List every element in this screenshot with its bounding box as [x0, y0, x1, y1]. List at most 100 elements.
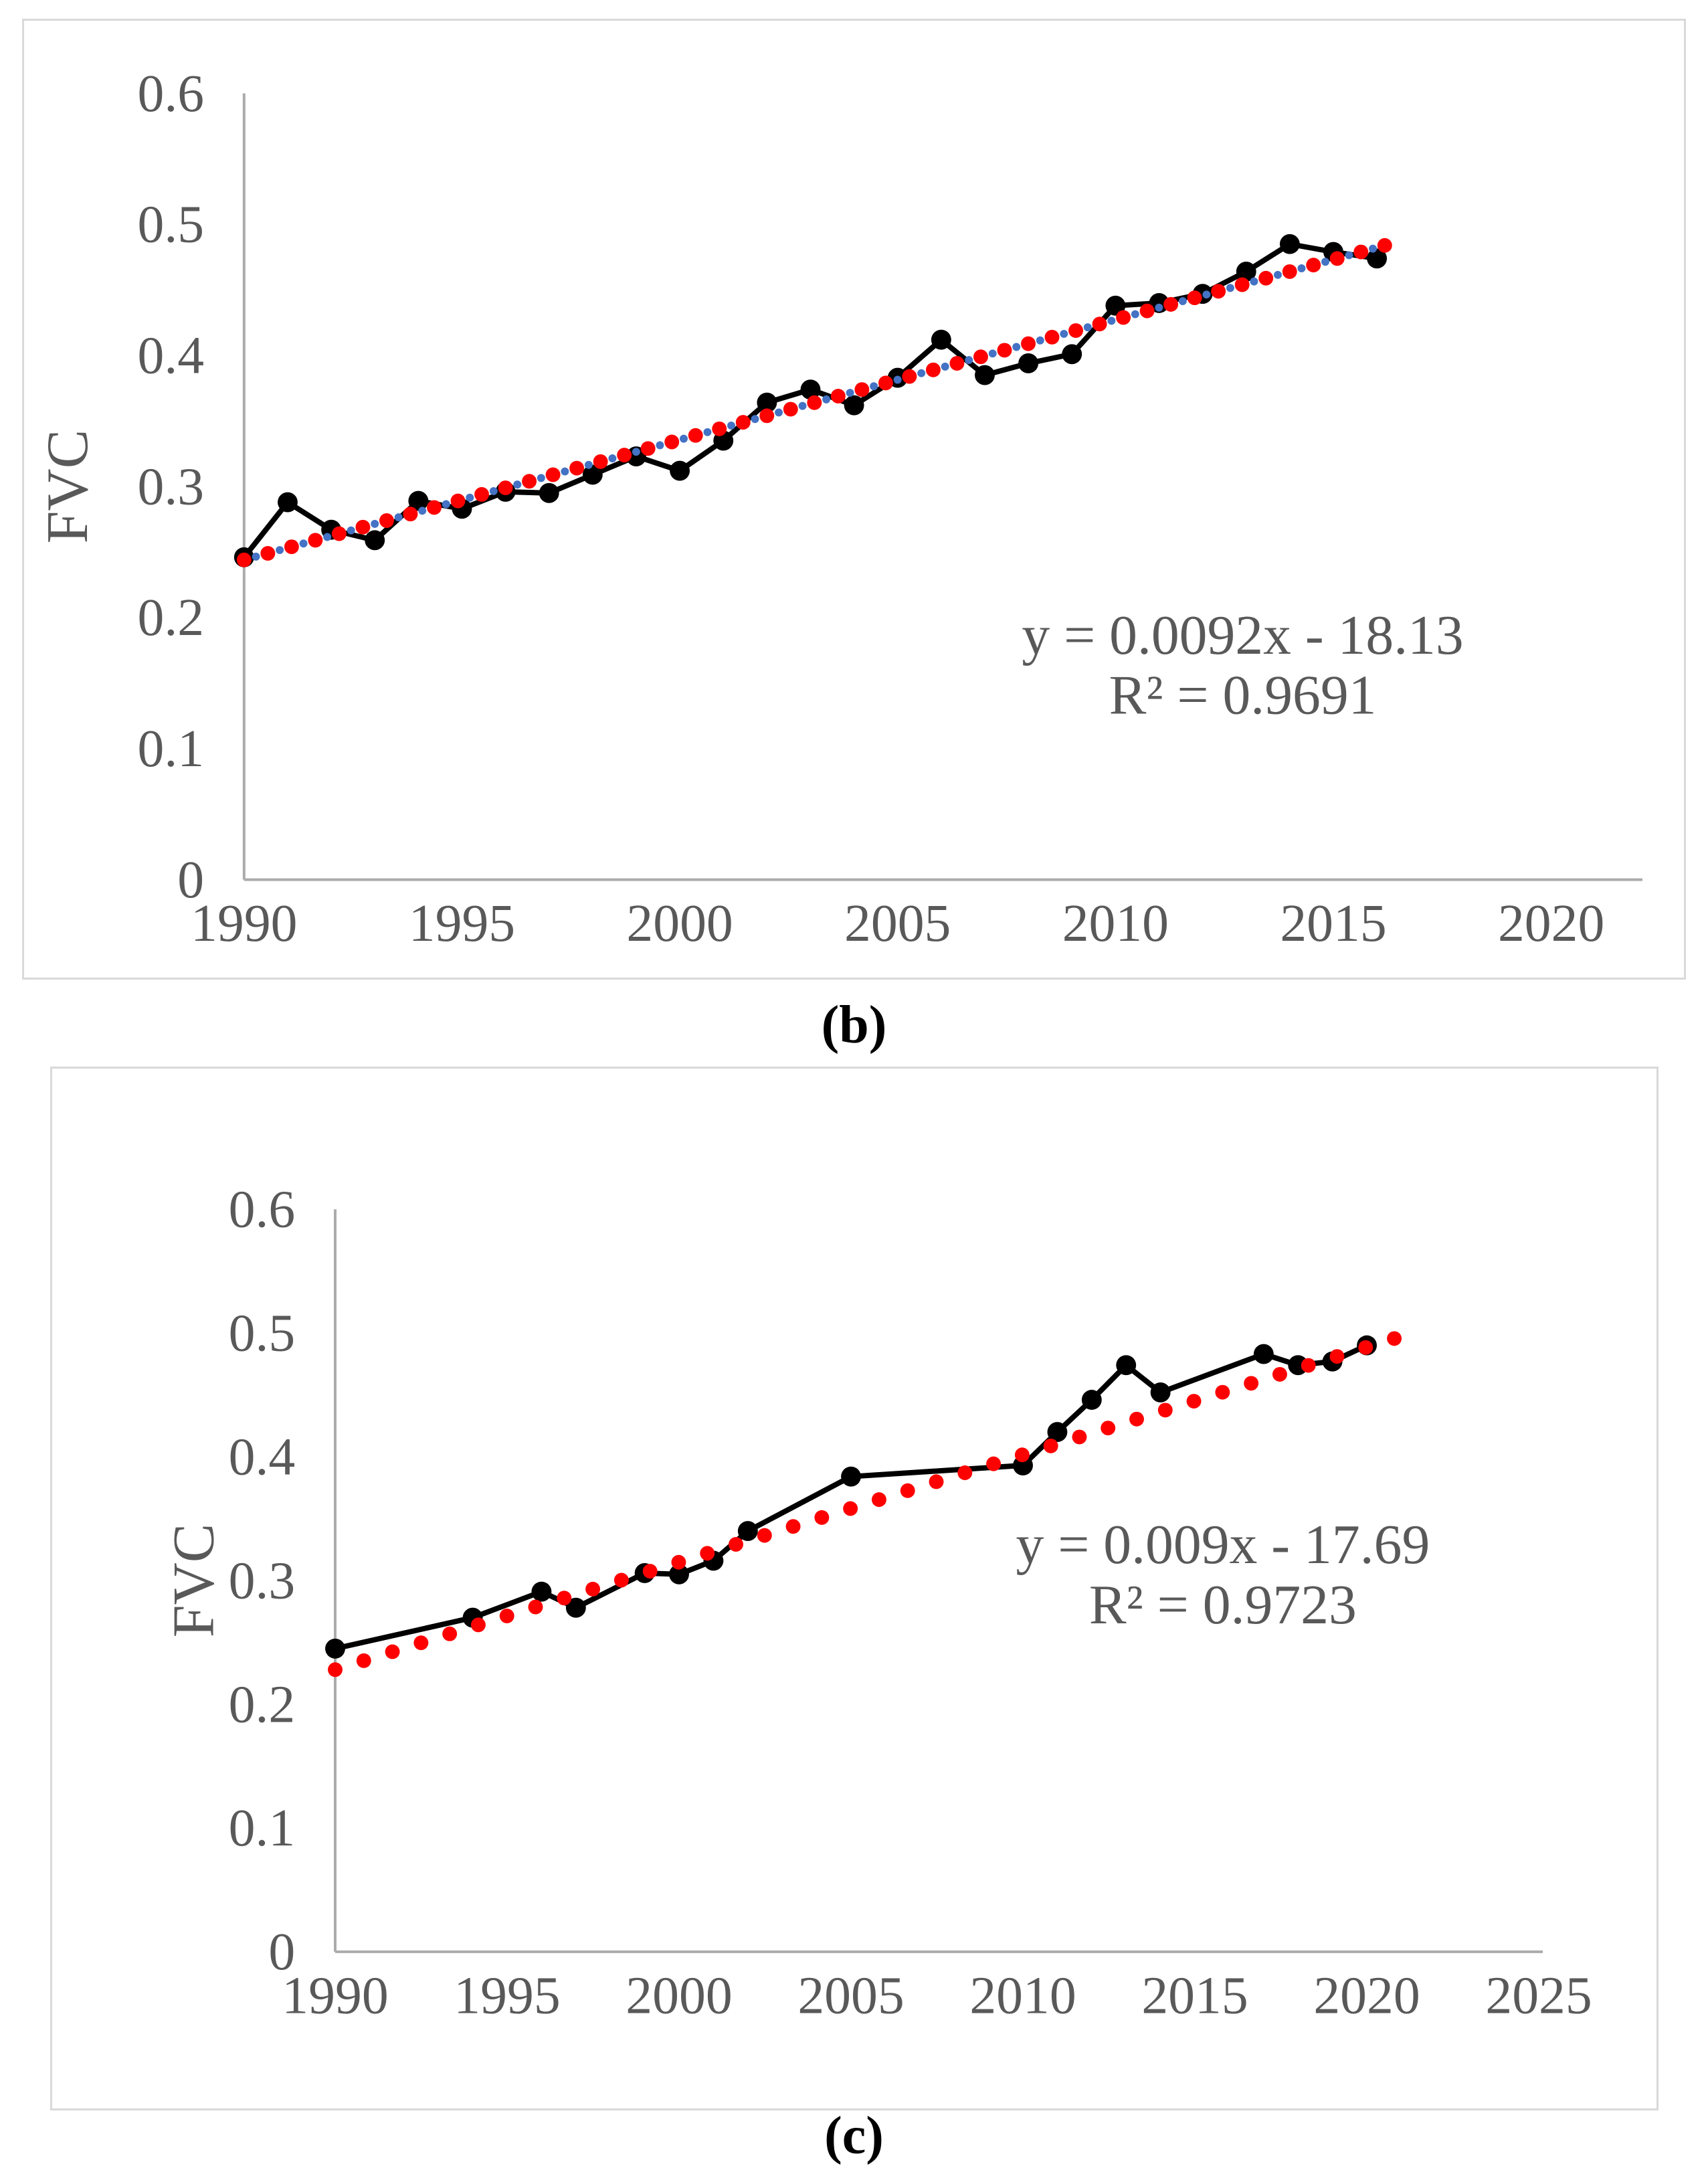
data-point	[582, 464, 603, 485]
trend-dot	[1377, 238, 1392, 253]
trend-dot	[489, 486, 498, 495]
trend-dot	[703, 428, 712, 436]
trend-dot	[1012, 343, 1021, 351]
trend-dot	[727, 422, 735, 430]
trend-dot	[679, 434, 688, 443]
trend-dot	[1226, 284, 1234, 292]
y-tick-label: 0.5	[229, 1303, 296, 1362]
data-point	[844, 395, 864, 416]
trend-dot	[1044, 329, 1060, 345]
trend-dot	[1297, 264, 1306, 272]
trend-dot	[1244, 1376, 1259, 1391]
x-tick-label: 2005	[844, 894, 951, 953]
trend-dot	[870, 382, 878, 391]
trend-dot	[925, 362, 941, 377]
trend-dot	[308, 533, 323, 548]
trend-dot	[1306, 258, 1321, 273]
trend-dot	[1060, 329, 1068, 338]
trend-dot	[613, 1572, 629, 1588]
trend-dot	[328, 1662, 343, 1678]
trend-dot	[442, 500, 450, 509]
y-tick-label: 0.1	[137, 719, 204, 778]
chart-c-svg: 0 0.1 0.2 0.3 0.4 0.5 0.6 1990 1995 2000 2005 2010 2…	[161, 1180, 1592, 2025]
trend-dot	[1358, 1340, 1373, 1355]
trend-dot	[1329, 1349, 1345, 1364]
chart-panel-b: 0 0.1 0.2 0.3 0.4 0.5 0.6 1990 1995 2000 2005 2010 2…	[22, 19, 1686, 980]
trend-dot	[470, 1617, 486, 1633]
trend-dot	[735, 415, 751, 430]
trend-dot	[513, 480, 522, 489]
x-tick-label: 2020	[1498, 894, 1604, 953]
trend-dot	[1250, 277, 1258, 286]
data-point	[669, 1564, 689, 1585]
data-point	[1150, 1382, 1171, 1403]
trend-dot	[871, 1492, 886, 1508]
data-point	[365, 530, 385, 551]
trend-dot	[1321, 258, 1329, 266]
data-point	[841, 1466, 861, 1487]
y-tick-label: 0.3	[137, 457, 204, 516]
data-point	[1081, 1390, 1102, 1410]
trend-dot	[260, 545, 276, 561]
trend-dot	[347, 526, 355, 535]
trend-dot	[757, 1528, 772, 1543]
trend-equation: y = 0.009x - 17.69	[1016, 1514, 1430, 1576]
trend-dot	[902, 369, 917, 384]
trend-dot	[1107, 317, 1116, 325]
trend-dot	[1131, 310, 1139, 319]
trend-dot	[664, 434, 680, 450]
trend-dot	[957, 1465, 973, 1480]
trend-dot	[450, 493, 466, 509]
x-tick-label: 2020	[1313, 1967, 1420, 2025]
trend-dot	[1186, 1394, 1202, 1409]
y-tick-label: 0.6	[229, 1180, 296, 1239]
y-tick-label: 0.6	[137, 64, 204, 123]
y-tick-label: 0.1	[229, 1799, 296, 1858]
data-point	[1279, 234, 1300, 254]
trend-dot	[1129, 1411, 1144, 1427]
trend-dot	[1036, 336, 1044, 345]
trend-dot	[418, 507, 427, 515]
trend-dot	[1187, 290, 1202, 306]
trend-dot	[474, 486, 489, 502]
data-point	[626, 446, 646, 466]
data-point	[757, 392, 777, 413]
y-axis-title: FVC	[35, 430, 100, 543]
trend-dot	[394, 513, 403, 522]
x-tick-label: 1990	[191, 894, 297, 953]
trend-dot	[1068, 323, 1083, 338]
trend-dot	[807, 395, 822, 410]
trend-dot	[1139, 303, 1155, 319]
trend-dot	[893, 375, 902, 384]
trend-dot	[1258, 270, 1274, 286]
trend-dot	[355, 519, 371, 535]
y-tick-label: 0.2	[229, 1675, 296, 1734]
trend-dot	[688, 428, 703, 443]
data-point	[737, 1521, 758, 1541]
trend-dot	[656, 441, 664, 450]
trend-dot	[965, 356, 973, 365]
trend-dot	[1202, 290, 1211, 299]
data-point	[1149, 292, 1169, 313]
trend-dot	[1014, 1447, 1030, 1463]
y-axis-title: FVC	[161, 1524, 226, 1638]
data-point	[278, 492, 298, 513]
chart-b-svg: 0 0.1 0.2 0.3 0.4 0.5 0.6 1990 1995 2000 2005 2010 2…	[35, 64, 1643, 953]
trend-dot	[584, 460, 593, 469]
data-point	[539, 482, 559, 503]
trend-dot	[785, 1519, 801, 1534]
y-tick-label: 0.4	[137, 327, 204, 385]
y-tick-label: 0	[177, 850, 204, 909]
x-tick-label: 2010	[1062, 894, 1169, 953]
trend-dot	[537, 474, 545, 482]
trend-dot	[798, 401, 807, 410]
trend-dot	[593, 454, 608, 469]
data-point	[1236, 261, 1256, 282]
trend-dot	[1083, 323, 1092, 332]
trend-dot	[522, 474, 537, 489]
trend-dot	[557, 1591, 572, 1606]
data-point	[1116, 1355, 1137, 1376]
trend-dot	[712, 421, 727, 436]
trend-dot	[299, 539, 308, 548]
trend-dot	[1116, 310, 1131, 325]
